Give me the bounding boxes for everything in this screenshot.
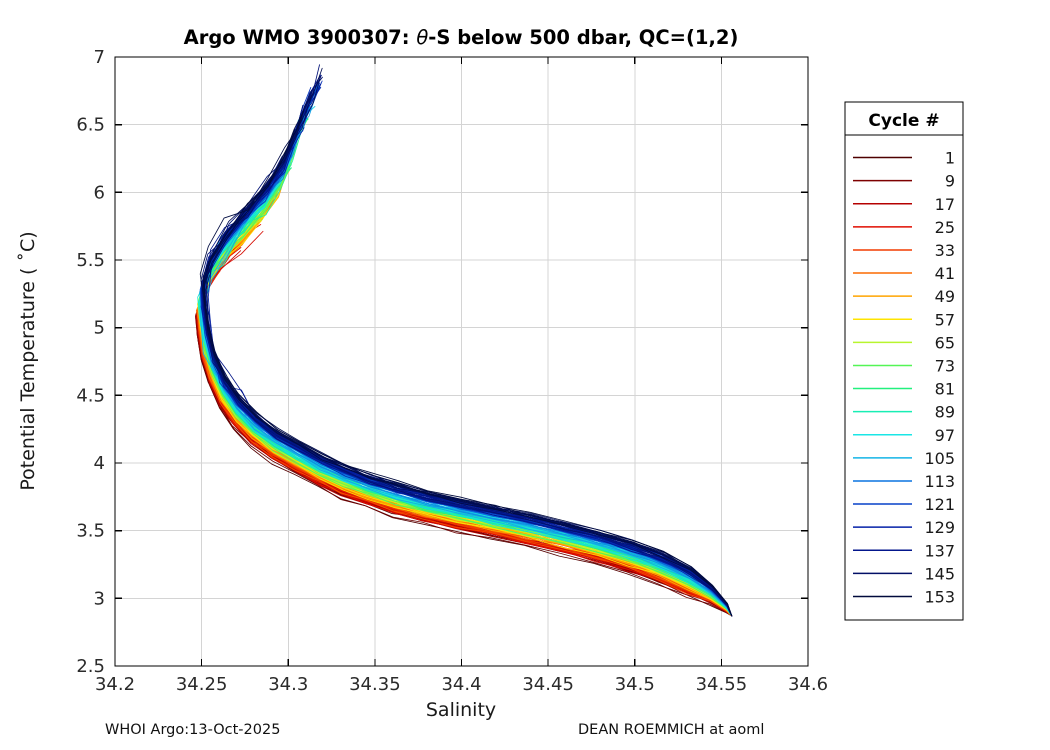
legend-item[interactable]: 49 <box>853 287 955 306</box>
legend-item-label: 129 <box>924 518 955 537</box>
legend-item-label: 73 <box>935 356 955 375</box>
legend-item-label: 81 <box>935 380 955 399</box>
footer-right: DEAN ROEMMICH at aoml <box>578 722 764 738</box>
y-tick-label: 6 <box>94 182 105 203</box>
profile-trace <box>197 247 733 617</box>
y-tick-label: 3 <box>94 588 105 609</box>
y-tick-label: 7 <box>94 47 105 68</box>
legend-item-label: 41 <box>935 264 955 283</box>
profile-trace <box>199 111 733 617</box>
theta-s-traces <box>195 64 733 617</box>
y-tick-label: 5.5 <box>76 250 105 271</box>
legend-item[interactable]: 73 <box>853 356 955 375</box>
legend-item[interactable]: 129 <box>853 518 955 537</box>
legend-item[interactable]: 1 <box>853 149 955 168</box>
legend-item-label: 65 <box>935 333 955 352</box>
footer-left: WHOI Argo:13-Oct-2025 <box>105 722 280 738</box>
legend-item-label: 25 <box>935 218 955 237</box>
legend-item[interactable]: 113 <box>853 472 955 491</box>
y-tick-label: 6.5 <box>76 115 105 136</box>
legend-item[interactable]: 105 <box>853 449 955 468</box>
y-tick-label: 3.5 <box>76 521 105 542</box>
legend-item-label: 97 <box>935 426 955 445</box>
x-tick-label: 34.6 <box>788 674 828 695</box>
x-tick-label: 34.2 <box>95 674 135 695</box>
legend-item[interactable]: 97 <box>853 426 955 445</box>
legend-item[interactable]: 121 <box>853 495 955 514</box>
legend-item-label: 121 <box>924 495 955 514</box>
legend-item[interactable]: 25 <box>853 218 955 237</box>
x-tick-label: 34.25 <box>176 674 228 695</box>
legend-item-label: 113 <box>924 472 955 491</box>
profile-trace <box>197 117 733 617</box>
legend-title: Cycle # <box>868 111 939 131</box>
y-tick-label: 4.5 <box>76 385 105 406</box>
x-tick-label: 34.35 <box>349 674 401 695</box>
legend-item[interactable]: 81 <box>853 380 955 399</box>
legend-item[interactable]: 145 <box>853 564 955 583</box>
x-axis-ticks: 34.2 34.25 34.3 34.35 34.4 34.45 34.5 34.55 34.6 <box>95 57 828 695</box>
legend-item[interactable]: 9 <box>853 172 955 191</box>
y-axis-label: Potential Temperature ( ˚C) <box>17 231 39 490</box>
legend-item[interactable]: 41 <box>853 264 955 283</box>
legend-item-label: 145 <box>924 564 955 583</box>
legend-item-label: 17 <box>935 195 955 214</box>
legend-item[interactable]: 65 <box>853 333 955 352</box>
profile-trace <box>205 136 733 617</box>
x-tick-label: 34.4 <box>441 674 481 695</box>
legend-box <box>844 101 964 621</box>
profile-trace <box>202 110 733 617</box>
legend-item[interactable]: 33 <box>853 241 955 260</box>
legend-item-label: 153 <box>924 587 955 606</box>
x-tick-label: 34.55 <box>696 674 748 695</box>
legend-item[interactable]: 89 <box>853 403 955 422</box>
y-tick-label: 5 <box>94 318 105 339</box>
legend-item[interactable]: 17 <box>853 195 955 214</box>
legend-item-label: 33 <box>935 241 955 260</box>
legend-item[interactable]: 153 <box>853 587 955 606</box>
x-tick-label: 34.5 <box>615 674 655 695</box>
legend-item-label: 9 <box>945 172 955 191</box>
x-axis-label: Salinity <box>426 699 496 721</box>
legend-item-label: 57 <box>935 310 955 329</box>
legend-item-label: 105 <box>924 449 955 468</box>
y-axis-ticks: 2.5 3 3.5 4 4.5 5 5.5 6 6.5 7 <box>76 47 808 677</box>
y-tick-label: 2.5 <box>76 656 105 677</box>
profile-trace <box>196 292 733 617</box>
x-tick-label: 34.3 <box>268 674 308 695</box>
y-tick-label: 4 <box>94 453 105 474</box>
legend[interactable]: Cycle # 1 9 17 25 33 41 49 57 65 73 81 89 97 105 113 121… <box>844 101 964 621</box>
x-tick-label: 34.45 <box>522 674 574 695</box>
legend-item-label: 1 <box>945 149 955 168</box>
page-title: Argo WMO 3900307: θ-S below 500 dbar, QC… <box>184 26 739 49</box>
legend-item-label: 49 <box>935 287 955 306</box>
legend-item[interactable]: 137 <box>853 541 955 560</box>
gridlines <box>115 57 808 666</box>
legend-item[interactable]: 57 <box>853 310 955 329</box>
profile-trace <box>197 339 733 617</box>
legend-item-label: 89 <box>935 403 955 422</box>
legend-item-label: 137 <box>924 541 955 560</box>
